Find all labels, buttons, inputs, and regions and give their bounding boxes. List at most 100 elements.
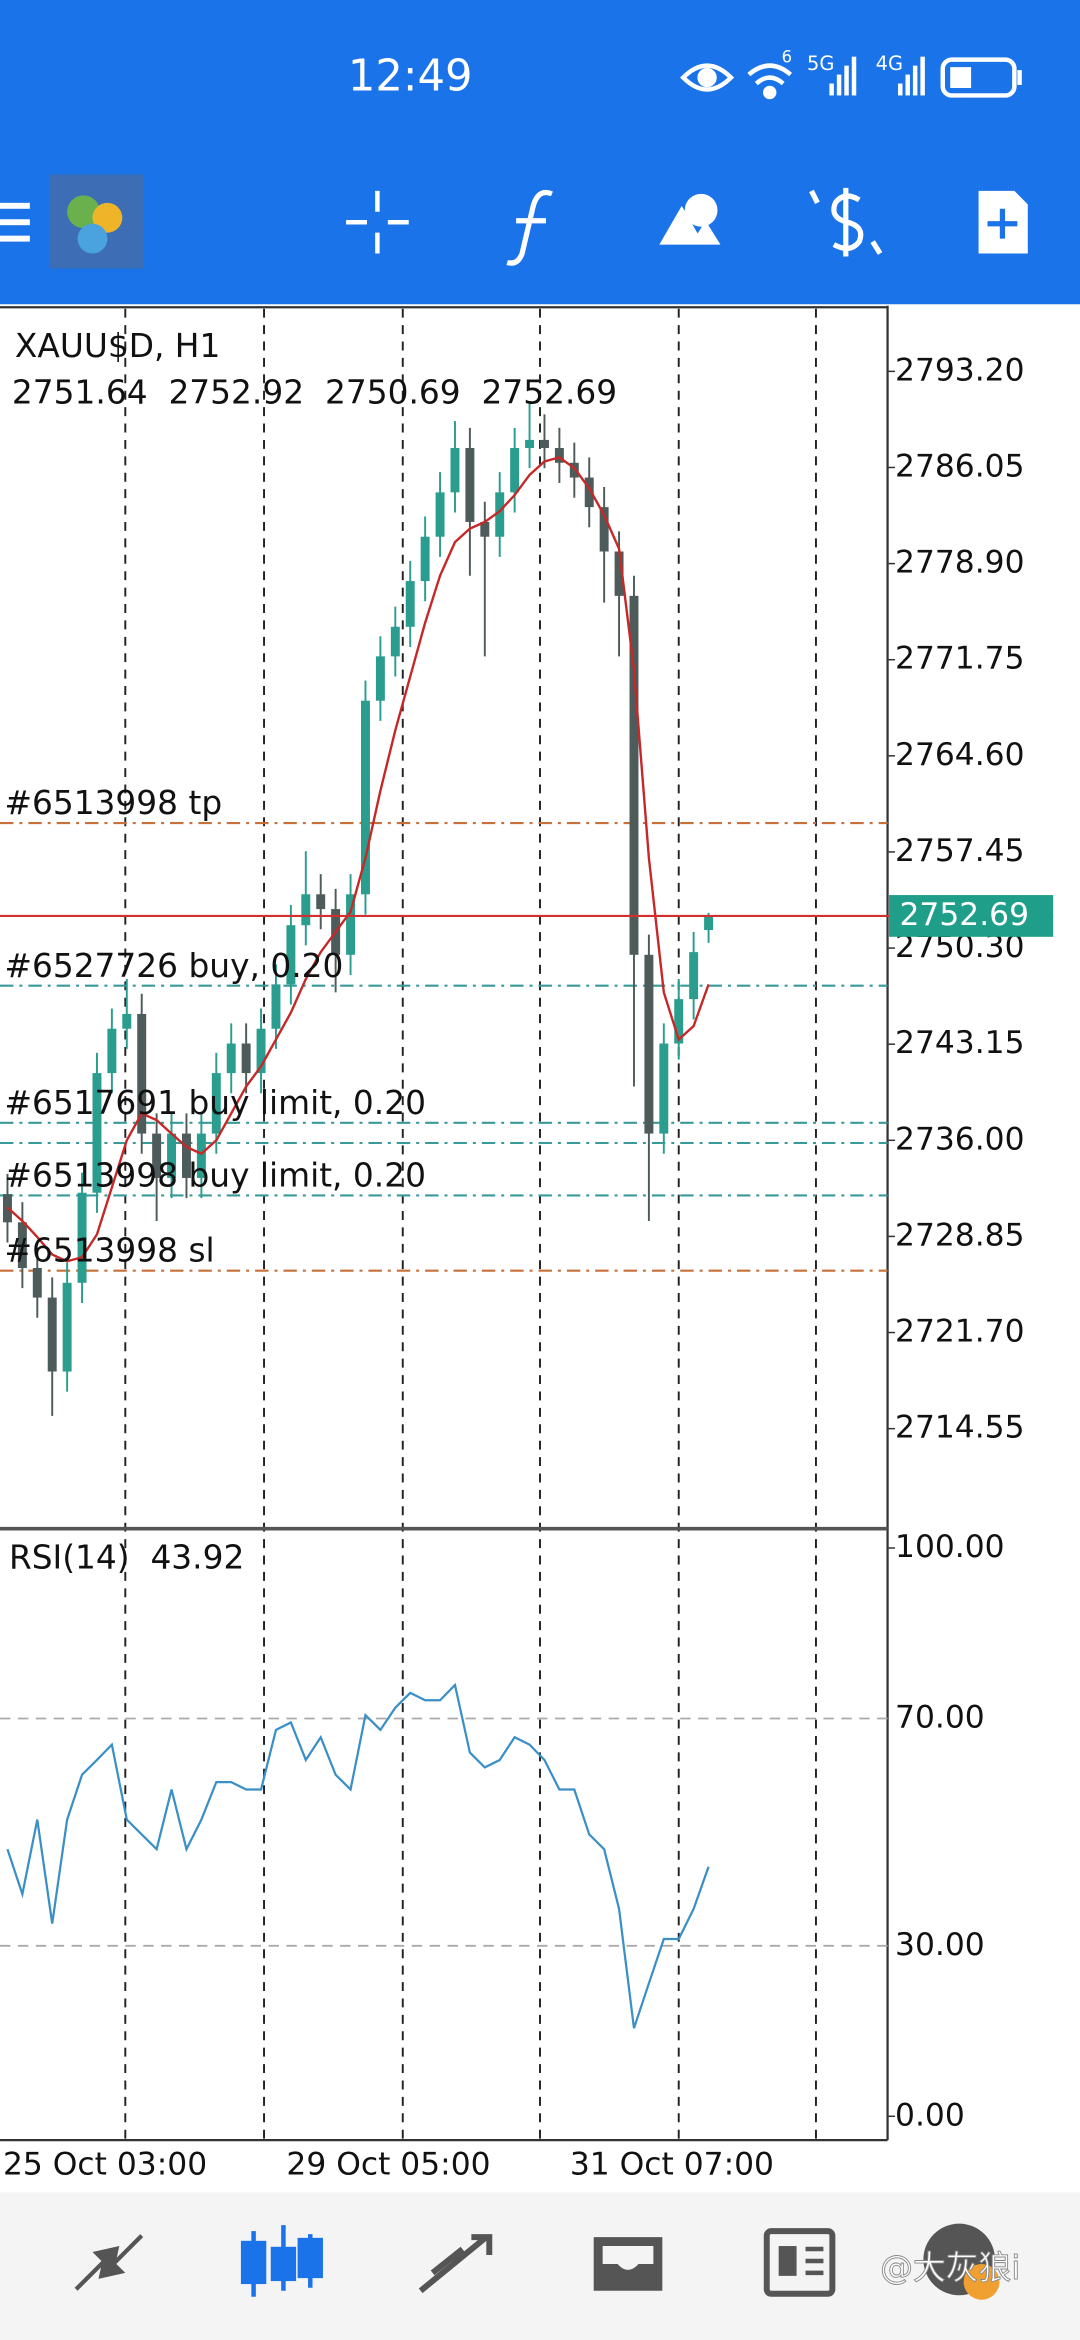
candle-body: [629, 595, 639, 955]
wifi-icon: [747, 63, 793, 86]
candle-body: [375, 656, 385, 701]
candle-body: [152, 1133, 162, 1178]
y-tick-label: 2736.00: [895, 1121, 1025, 1157]
candle-body: [211, 1073, 221, 1134]
dollar-icon: [831, 187, 864, 257]
x-tick-label: 29 Oct 05:00: [286, 2147, 490, 2183]
wifi-dot: [763, 85, 777, 100]
y-tick-label: 2743.15: [895, 1025, 1025, 1061]
candle-body: [569, 462, 579, 478]
battery-icon: [940, 57, 1017, 98]
watermark: @大灰狼i: [880, 2249, 1020, 2287]
open-value: 2751.64: [12, 373, 148, 411]
candle-body: [270, 2246, 297, 2282]
candle-body: [480, 521, 490, 537]
badge: [963, 2263, 1000, 2300]
objects-button[interactable]: [659, 193, 721, 245]
candle-body: [301, 894, 311, 926]
candle-body: [599, 507, 609, 552]
chart-tab[interactable]: [240, 2225, 323, 2297]
order-label: #6513998 buy limit, 0.20: [4, 1156, 425, 1194]
messages-tab[interactable]: [923, 2223, 1000, 2300]
menu-line: [0, 202, 30, 209]
y-tick-label: 2778.90: [895, 545, 1025, 581]
candle-body: [226, 1043, 236, 1074]
candle-body: [240, 2240, 267, 2285]
vertical-grid: [124, 308, 817, 2141]
logo-figure: [67, 195, 100, 229]
order-label: #6513998 sl: [4, 1232, 214, 1270]
trade-icon: [418, 2234, 493, 2294]
symbol-label: XAUU$D, H1: [15, 327, 220, 365]
candle-body: [644, 954, 654, 1134]
candle-body: [271, 984, 281, 1029]
rsi-readout: RSI(14) 43.92: [9, 1538, 244, 1576]
news-tab[interactable]: [763, 2228, 836, 2297]
ohlc-readout: 2751.64 2752.92 2750.69 2752.69: [12, 373, 617, 411]
candle-body: [77, 1192, 87, 1283]
bar: [851, 56, 857, 96]
signal-bars-1: [829, 56, 857, 96]
order-label: #6517691 buy limit, 0.20: [4, 1084, 425, 1122]
bar: [836, 74, 842, 96]
logo-figure: [92, 202, 123, 233]
news-icon: [763, 2228, 836, 2297]
candle-body: [286, 925, 296, 985]
rsi-tick-label: 100.00: [895, 1529, 1005, 1565]
candle-body: [584, 477, 594, 508]
candle-body: [525, 439, 535, 448]
candle-body: [92, 1073, 102, 1193]
order-label: #6513998 tp: [4, 784, 222, 822]
order-label: #6527726 buy, 0.20: [4, 947, 343, 985]
candle-body: [346, 894, 356, 955]
network-label: 5G: [807, 52, 834, 75]
status-time: 12:49: [348, 52, 473, 102]
candle-body: [540, 439, 549, 448]
app-logo[interactable]: [49, 174, 144, 269]
candle-body: [316, 894, 326, 910]
candle-body: [405, 581, 415, 627]
plot: [0, 370, 1054, 2118]
candle-body: [241, 1043, 251, 1074]
app-header: [0, 0, 1080, 305]
candle-body: [390, 626, 400, 657]
rsi-label: RSI(14): [9, 1538, 130, 1576]
y-tick-label: 2793.20: [895, 352, 1025, 388]
eye-icon: [680, 63, 735, 92]
status-icons: [680, 57, 1022, 100]
new-order-button[interactable]: [978, 190, 1028, 254]
y-tick-label: 2728.85: [895, 1217, 1025, 1253]
plus: [987, 208, 1018, 239]
bottom-nav: [0, 2192, 1080, 2340]
candle-body: [181, 1133, 191, 1178]
menu-line: [0, 235, 30, 242]
candle-body: [614, 551, 624, 596]
trade-button[interactable]: [809, 187, 883, 257]
candle-body: [659, 1043, 669, 1134]
bar: [905, 74, 910, 96]
trade-tab[interactable]: [418, 2234, 493, 2294]
candle-body: [420, 536, 430, 582]
function-icon: [506, 189, 553, 266]
y-tick-label: 2771.75: [895, 641, 1025, 677]
y-tick-label: 2714.55: [895, 1410, 1025, 1446]
x-tick-label: 31 Oct 07:00: [570, 2147, 774, 2183]
menu-button[interactable]: [0, 202, 30, 242]
tray-slot: [602, 2246, 654, 2270]
menu-line: [0, 219, 30, 226]
candle-body: [297, 2237, 323, 2279]
bar: [844, 65, 849, 96]
signal-bars-2: [898, 56, 925, 96]
candle-body: [704, 915, 714, 931]
candle-body: [450, 447, 460, 493]
battery-level: [950, 67, 972, 88]
high-value: 2752.92: [168, 373, 304, 411]
history-tab[interactable]: [593, 2237, 663, 2291]
rsi-tick-label: 0.00: [895, 2097, 965, 2133]
bar: [898, 83, 903, 96]
crosshair-button[interactable]: [346, 190, 409, 254]
candle-body: [360, 700, 370, 895]
indicators-button[interactable]: [506, 189, 553, 266]
